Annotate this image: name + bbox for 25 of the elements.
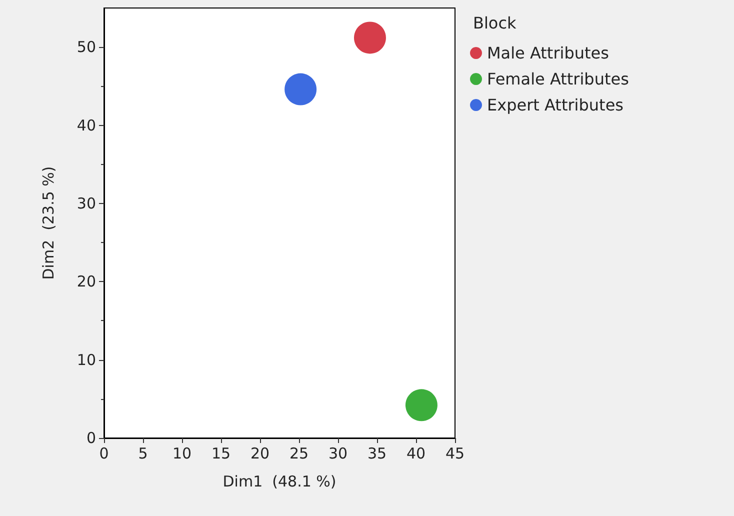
point	[405, 389, 438, 422]
x-tick-label: 45	[445, 444, 465, 462]
x-tick-label: 35	[367, 444, 387, 462]
legend-label: Female Attributes	[487, 70, 629, 88]
x-tick-label: 0	[99, 444, 109, 462]
point	[284, 73, 317, 106]
x-tick-label: 10	[172, 444, 192, 462]
y-tick-label: 40	[76, 116, 96, 134]
y-tick-label: 0	[86, 429, 96, 447]
y-tick-label: 50	[76, 38, 96, 56]
x-tick-label: 20	[250, 444, 270, 462]
y-tick-label: 20	[76, 272, 96, 291]
point	[354, 22, 386, 54]
x-tick-label: 5	[138, 444, 148, 462]
x-tick-label: 15	[211, 444, 231, 462]
y-axis-title: Dim2 (23.5 %)	[40, 166, 58, 280]
x-tick-label: 30	[328, 444, 348, 462]
x-tick-label: 25	[289, 444, 309, 462]
legend-title: Block	[473, 14, 518, 32]
y-tick-label: 10	[76, 350, 96, 369]
y-tick-label: 30	[76, 194, 96, 212]
legend-label: Expert Attributes	[487, 96, 624, 114]
x-axis-title: Dim1 (48.1 %)	[222, 472, 336, 490]
legend-label: Male Attributes	[487, 44, 609, 62]
x-tick-label: 40	[406, 444, 426, 462]
